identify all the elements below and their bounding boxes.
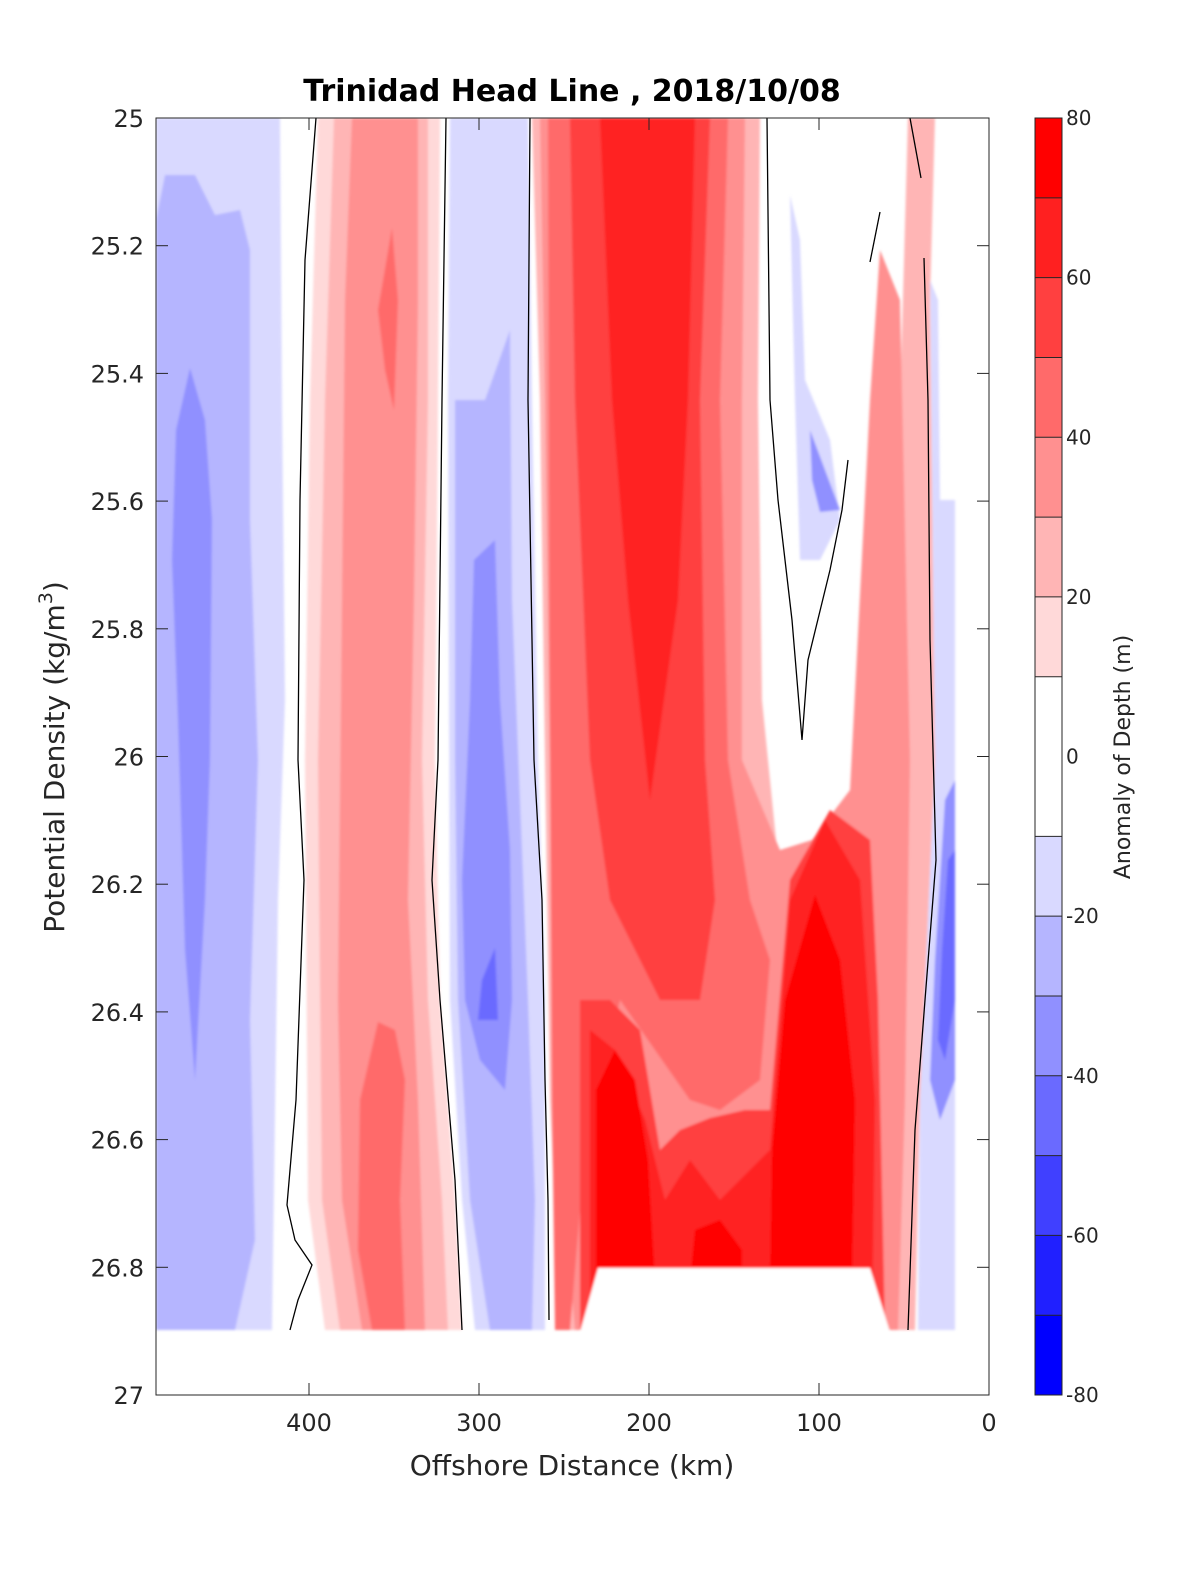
- nearshore-negative-anomaly-patch: [790, 195, 840, 560]
- colorbar-band: [1035, 277, 1062, 358]
- zero-contour-line-5: [869, 211, 881, 263]
- x-tick-label: 200: [626, 1409, 672, 1437]
- colorbar-band: [1035, 437, 1062, 518]
- nearshore-negative-anomaly-patch-core: [810, 430, 840, 512]
- central-positive-anomaly-core: [600, 118, 695, 800]
- lower-left-positive-anomaly-peak: [596, 1050, 655, 1280]
- colorbar-band: [1035, 676, 1062, 837]
- zero-contour-line-7: [907, 257, 937, 1331]
- colorbar-tick-label: -40: [1066, 1064, 1099, 1088]
- colorbar-band: [1035, 995, 1062, 1076]
- x-tick-label: 300: [456, 1409, 502, 1437]
- colorbar-tick-label: 80: [1066, 106, 1091, 130]
- x-axis-ticks: 400 300 200 100 0: [286, 118, 997, 1437]
- y-axis-ticks: 25 25.2 25.4 25.6 25.8 26 26.2 26.4 26.6 26.8 27: [91, 105, 989, 1410]
- anomaly-contour-fills: [156, 118, 955, 1332]
- x-tick-label: 0: [981, 1409, 996, 1437]
- lower-center-positive-anomaly-peak: [690, 1220, 742, 1280]
- y-axis-label: Potential Density (kg/m3): [35, 581, 71, 933]
- zero-contour-line-6: [909, 118, 922, 179]
- y-axis-label-close: ): [38, 581, 71, 592]
- y-tick-label: 26.4: [91, 999, 144, 1027]
- colorbar-tick-label: -80: [1066, 1383, 1099, 1407]
- y-tick-label: 25.2: [91, 233, 144, 261]
- x-tick-label: 100: [796, 1409, 842, 1437]
- positive-anomaly-peak-lower: [358, 1022, 405, 1330]
- y-tick-label: 25.4: [91, 360, 144, 388]
- y-tick-label: 26.6: [91, 1127, 144, 1155]
- offshore-negative-anomaly-peak: [172, 368, 212, 1080]
- y-tick-label: 25.8: [91, 616, 144, 644]
- colorbar-band: [1035, 1075, 1062, 1156]
- negative-anomaly-peak: [478, 948, 498, 1020]
- chart-title: Trinidad Head Line , 2018/10/08: [303, 74, 840, 109]
- colorbar-band: [1035, 916, 1062, 996]
- y-tick-label: 26: [113, 744, 144, 772]
- y-tick-label: 25.6: [91, 488, 144, 516]
- colorbar-tick-label: 60: [1066, 266, 1091, 290]
- colorbar-tick-label: 0: [1066, 745, 1079, 769]
- no-data-region-lower: [580, 1268, 890, 1332]
- colorbar-band: [1035, 596, 1062, 677]
- coastal-negative-anomaly-band-core: [938, 850, 955, 1060]
- lower-right-positive-anomaly-peak: [770, 895, 855, 1280]
- colorbar-band: [1035, 1155, 1062, 1236]
- colorbar-band: [1035, 1315, 1062, 1395]
- y-tick-label: 27: [113, 1382, 144, 1410]
- colorbar-band: [1035, 1235, 1062, 1316]
- colorbar-band: [1035, 836, 1062, 917]
- colorbar-band: [1035, 118, 1062, 198]
- positive-anomaly-band-350km-core: [338, 118, 425, 1330]
- colorbar-band: [1035, 517, 1062, 597]
- zero-contour-line-2: [431, 118, 463, 1331]
- colorbar: 80 60 40 20 0 -20 -40 -60 -80 Anomaly of Depth (…: [1034, 106, 1136, 1407]
- colorbar-tick-label: 40: [1066, 425, 1091, 449]
- colorbar-tick-label: -60: [1066, 1223, 1099, 1247]
- plot-area: 400 300 200 100 0 25 25.2 25.4 25.6 25.8 26 26.2 26…: [91, 105, 997, 1437]
- y-axis-label-main: Potential Density (kg/m: [38, 604, 71, 933]
- colorbar-ticks: 80 60 40 20 0 -20 -40 -60 -80: [1066, 106, 1099, 1407]
- colorbar-tick-label: -20: [1066, 904, 1099, 928]
- y-tick-label: 26.8: [91, 1254, 144, 1282]
- colorbar-label: Anomaly of Depth (m): [1111, 635, 1136, 879]
- x-axis-label: Offshore Distance (km): [410, 1449, 735, 1482]
- zero-contour-line-4: [766, 118, 849, 741]
- colorbar-border: [1034, 117, 1063, 1396]
- zero-contour-lines: [286, 118, 937, 1331]
- colorbar-tick-label: 20: [1066, 585, 1091, 609]
- positive-anomaly-peak-upper: [378, 228, 398, 410]
- zero-contour-line-3: [527, 118, 550, 1321]
- colorbar-bands: [1035, 118, 1062, 1395]
- colorbar-band: [1035, 197, 1062, 278]
- y-tick-label: 25: [113, 105, 144, 133]
- colorbar-band: [1035, 357, 1062, 438]
- zero-contour-line-1: [286, 118, 317, 1331]
- negative-anomaly-band-285km-core: [462, 540, 512, 1090]
- y-axis-label-superscript: 3: [35, 592, 57, 604]
- y-tick-label: 26.2: [91, 871, 144, 899]
- x-tick-label: 400: [286, 1409, 332, 1437]
